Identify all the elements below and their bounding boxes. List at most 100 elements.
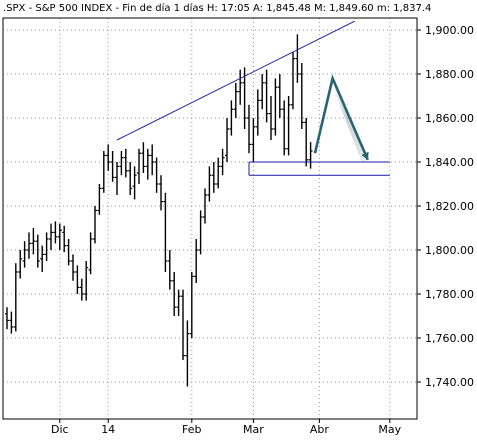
price-bar xyxy=(35,234,40,268)
header-a-value: 1,845.48 xyxy=(266,3,311,14)
y-tick-label: 1,820.00 xyxy=(425,200,474,213)
x-tick-label: May xyxy=(378,423,401,436)
price-bar xyxy=(277,74,282,118)
price-bar xyxy=(247,104,251,154)
y-tick-label: 1,840.00 xyxy=(425,156,474,169)
price-bar xyxy=(44,232,49,261)
price-bar xyxy=(150,144,155,176)
price-bar xyxy=(203,188,207,224)
price-bar xyxy=(132,166,137,200)
price-bar xyxy=(264,69,269,123)
plot-frame xyxy=(2,17,418,420)
y-tick-label: 1,860.00 xyxy=(425,112,474,125)
price-bar xyxy=(5,307,9,330)
x-tick-label: Feb xyxy=(182,423,201,436)
price-bars xyxy=(5,34,313,387)
header-m-value: 1,849.60 xyxy=(329,3,374,14)
price-bar xyxy=(229,100,234,136)
y-tick-label: 1,800.00 xyxy=(425,244,474,257)
y-tick-label: 1,900.00 xyxy=(425,24,474,37)
price-bar xyxy=(31,228,36,255)
header-m-label: M: xyxy=(314,3,326,14)
price-bar xyxy=(273,78,278,136)
y-tick-label: 1,740.00 xyxy=(425,376,474,389)
x-tick-label: Dic xyxy=(51,423,69,436)
price-bar xyxy=(110,151,115,182)
price-bar xyxy=(216,157,221,189)
y-tick-label: 1,760.00 xyxy=(425,332,474,345)
price-bar xyxy=(9,311,14,334)
price-bar xyxy=(225,118,229,162)
y-axis: 1,740.00 1,760.00 1,780.00 1,800.00 1,820.00… xyxy=(417,24,474,389)
price-bar xyxy=(295,34,300,83)
price-bar xyxy=(304,118,309,167)
price-bar xyxy=(141,142,146,173)
price-bar xyxy=(220,148,225,176)
price-bar xyxy=(255,89,260,136)
forecast-arrowhead xyxy=(361,151,369,160)
trendlines xyxy=(116,20,390,176)
y-tick-label: 1,880.00 xyxy=(425,68,474,81)
price-bar xyxy=(286,96,291,156)
price-bar xyxy=(282,100,287,156)
price-bar xyxy=(308,142,313,169)
price-bar xyxy=(119,151,124,176)
price-bar xyxy=(299,63,304,129)
price-bar xyxy=(145,148,150,180)
price-bar xyxy=(163,192,168,272)
price-bar xyxy=(181,289,185,360)
price-bar xyxy=(66,239,71,266)
price-bar xyxy=(115,162,119,195)
price-bar xyxy=(128,162,133,195)
price-bar xyxy=(194,239,199,283)
x-tick-label: Abr xyxy=(310,423,330,436)
price-bar xyxy=(238,69,243,105)
price-bar xyxy=(137,148,141,184)
y-tick-label: 1,780.00 xyxy=(425,288,474,301)
price-bar xyxy=(189,272,194,338)
price-bar xyxy=(75,265,80,294)
header-min-value: 1,837.4 xyxy=(393,3,431,14)
price-bar xyxy=(27,232,31,259)
price-bar xyxy=(22,241,27,268)
price-bar xyxy=(251,118,256,162)
price-bar xyxy=(185,320,190,387)
price-bar xyxy=(154,157,159,193)
price-bar xyxy=(40,245,45,272)
header-hora: 17:05 xyxy=(221,3,250,14)
price-bar xyxy=(84,261,89,301)
price-bar xyxy=(101,151,106,193)
chart-header: .SPX - S&P 500 INDEX - Fin de día 1 días… xyxy=(3,2,431,14)
price-bar xyxy=(167,250,172,290)
price-bar xyxy=(62,225,67,253)
price-bar xyxy=(57,223,62,250)
x-tick-label: Mar xyxy=(243,423,264,436)
price-bar xyxy=(49,223,53,250)
price-bar xyxy=(172,272,177,316)
price-bar xyxy=(88,232,93,275)
header-a-label: A: xyxy=(253,3,263,14)
price-bar xyxy=(269,96,273,140)
price-bar xyxy=(176,289,181,316)
price-bar xyxy=(18,250,23,279)
header-min-label: m: xyxy=(377,3,390,14)
forecast-arrow xyxy=(313,74,369,162)
price-bar xyxy=(211,162,216,193)
header-name: S&P 500 INDEX xyxy=(35,3,112,14)
trendline-upper xyxy=(116,20,355,141)
price-bar xyxy=(53,221,58,244)
price-bar xyxy=(198,210,203,255)
header-period: Fin de día 1 días xyxy=(122,2,203,14)
price-bar xyxy=(79,278,84,301)
price-bar xyxy=(242,67,247,129)
price-bar xyxy=(71,254,75,281)
x-axis: Dic 14 Feb Mar Abr May xyxy=(51,419,402,436)
forecast-path xyxy=(313,74,369,161)
price-bar xyxy=(233,82,238,118)
price-bar xyxy=(123,148,128,178)
price-bar xyxy=(159,175,163,211)
price-bar xyxy=(291,52,295,110)
